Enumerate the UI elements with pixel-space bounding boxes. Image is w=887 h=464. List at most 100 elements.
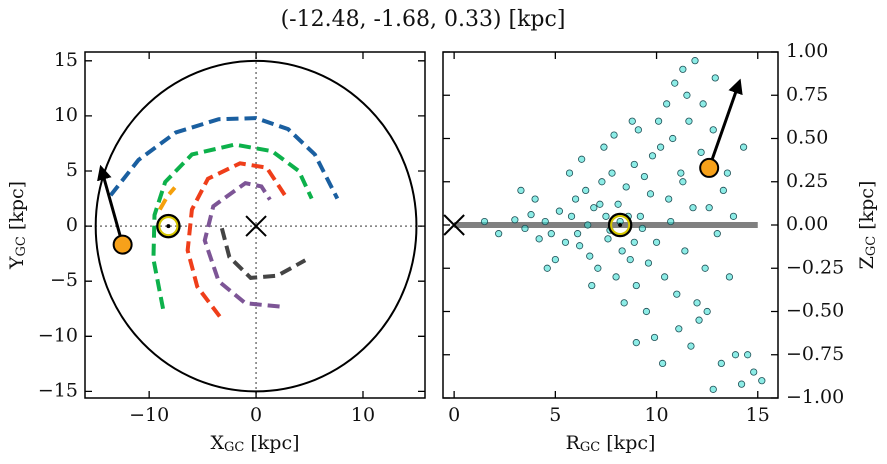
scatter-point — [661, 273, 669, 281]
sun-ring — [607, 212, 633, 238]
scatter-point — [677, 169, 685, 177]
sun-dot — [618, 223, 623, 227]
y-tick-label: 0 — [66, 214, 78, 236]
scatter-point — [654, 117, 663, 125]
scatter-point — [646, 190, 655, 198]
label-part: [kpc] — [600, 432, 655, 454]
scatter-point — [671, 79, 679, 87]
spiral-arm — [109, 116, 340, 200]
scatter-point — [713, 230, 721, 238]
scatter-point — [610, 131, 618, 139]
velocity-arrow — [707, 78, 743, 169]
galactic-center — [245, 215, 267, 237]
scatter-point — [598, 178, 606, 186]
scatter-point — [699, 100, 707, 108]
y-tick-label: 15 — [54, 49, 78, 71]
y-tick-label: −5 — [50, 269, 78, 291]
scatter-point — [675, 325, 683, 333]
scatter-point — [703, 307, 711, 316]
scatter-point — [511, 216, 519, 224]
scatter-point — [758, 377, 766, 385]
scatter-point — [517, 186, 525, 194]
scatter-point — [642, 307, 651, 316]
scatter-point — [640, 172, 649, 181]
axis-label: RGC [kpc] — [566, 432, 656, 455]
sun-marker — [607, 212, 633, 238]
scatter-point — [588, 281, 596, 290]
scatter-point — [618, 247, 626, 255]
scatter-point — [551, 255, 559, 264]
scatter-point — [667, 217, 675, 226]
scatter-point — [535, 235, 543, 243]
scatter-point — [614, 200, 622, 208]
scatter-point — [531, 195, 539, 203]
scatter-point — [685, 117, 693, 125]
scatter-point — [561, 238, 570, 246]
spiral-arm — [219, 227, 307, 280]
scatter-point — [604, 235, 612, 243]
x-tick-label: 10 — [644, 404, 668, 426]
cross — [443, 214, 465, 236]
y-tick-label: 1.00 — [786, 40, 828, 62]
label-subscript: GC — [580, 440, 600, 455]
scatter-point — [673, 290, 681, 298]
x-tick-label: 10 — [351, 404, 375, 426]
label-part: Z — [856, 256, 878, 269]
scatter-point — [632, 339, 640, 347]
y-tick-label: −0.50 — [786, 300, 844, 322]
scatter-point — [737, 380, 746, 388]
scatter-point — [731, 351, 740, 359]
scatter-point — [697, 148, 705, 156]
scatter-point — [578, 155, 586, 163]
scatter-point — [644, 259, 653, 267]
sun-ring — [158, 216, 179, 237]
scatter-point — [630, 238, 638, 246]
scatter-point — [622, 183, 630, 191]
scatter-point — [744, 351, 752, 359]
scatter-point — [620, 299, 628, 307]
scatter-point — [582, 186, 590, 194]
scatter-point — [725, 273, 734, 281]
y-tick-label: 0.25 — [786, 170, 828, 192]
velocity-arrow — [97, 164, 125, 246]
scatter-point — [541, 217, 549, 226]
object-position — [112, 234, 133, 255]
scatter-point — [584, 221, 592, 229]
axis-label: YGC [kpc] — [6, 181, 29, 270]
scatter-point — [521, 224, 529, 233]
spiral-arm — [151, 142, 314, 310]
plot-area — [454, 57, 766, 393]
scatter-point — [709, 385, 717, 393]
label-subscript: GC — [224, 440, 244, 455]
label-subscript: GC — [864, 236, 879, 256]
scatter-point — [626, 255, 634, 264]
x-tick-label: 0 — [250, 404, 262, 426]
scatter-point — [681, 247, 689, 255]
x-tick-label: 15 — [746, 404, 770, 426]
label-subscript: GC — [14, 236, 29, 256]
axis-label: XGC [kpc] — [210, 432, 299, 455]
scatter-point — [608, 169, 616, 177]
scatter-point — [669, 134, 677, 143]
scatter-point — [634, 126, 642, 134]
scatter-point — [480, 217, 489, 226]
scatter-point — [527, 211, 535, 219]
scatter-point — [717, 359, 725, 367]
y-tick-label: 10 — [54, 104, 78, 126]
scatter-point — [683, 91, 691, 99]
y-tick-label: −15 — [38, 379, 78, 401]
scatter-point — [547, 230, 555, 238]
spiral-arm — [202, 180, 280, 309]
galactic-center — [443, 214, 465, 236]
y-tick-label: 5 — [66, 159, 78, 181]
label-part: [kpc] — [244, 432, 299, 454]
spiral-arm — [158, 186, 177, 211]
scatter-point — [567, 212, 576, 220]
panel: 0 5 10 15 −1.00 −0.75 −0.50 −0.25 0.00 0.25 0.50 0.… — [442, 40, 844, 426]
scatter-point — [665, 195, 673, 203]
scatter-point — [711, 74, 719, 82]
x-tick-label: 5 — [549, 404, 561, 426]
scatter-point — [701, 264, 709, 272]
scatter-point — [652, 238, 661, 246]
